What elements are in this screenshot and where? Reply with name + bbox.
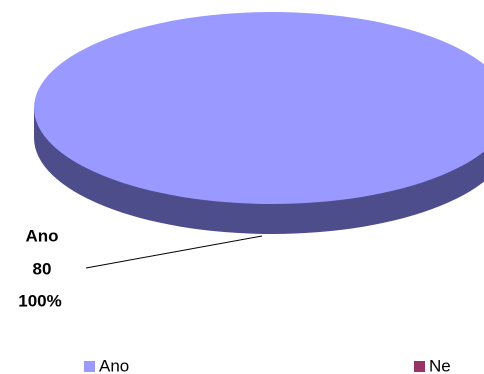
data-label-name: Ano [25,226,58,245]
legend-swatch [414,361,425,372]
leader-line [85,235,263,269]
pie [34,12,484,234]
legend-label: Ne [429,356,451,374]
data-label-percent: 100% [18,291,61,310]
legend-label: Ano [99,356,129,374]
data-label-value: 80 [33,259,52,278]
legend-swatch [84,361,95,372]
legend: Ano Ne [84,356,451,374]
slice [34,12,484,204]
